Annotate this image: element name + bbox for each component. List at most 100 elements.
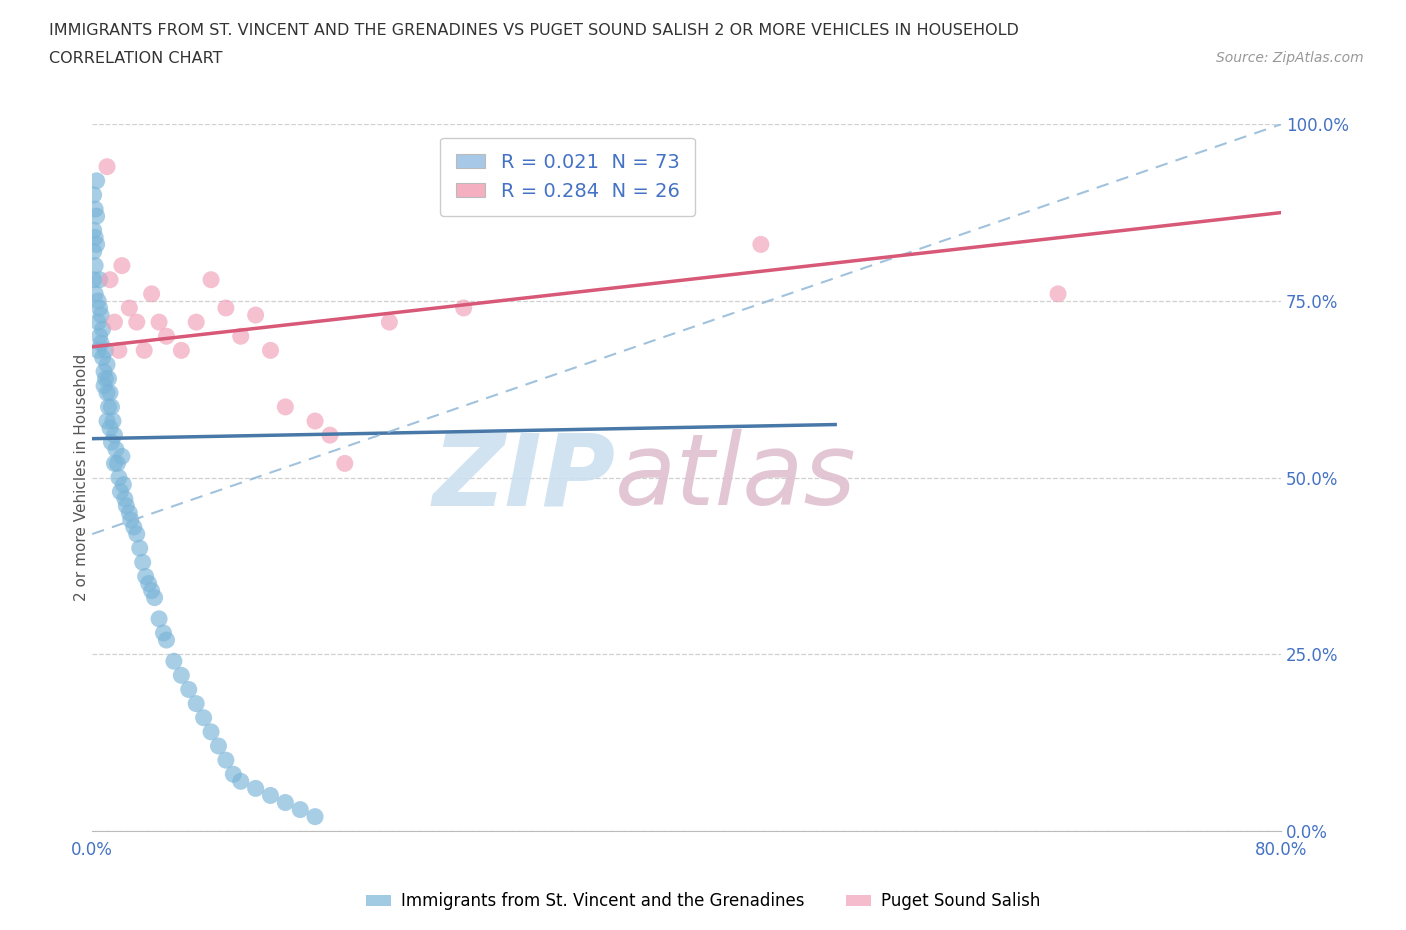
Text: IMMIGRANTS FROM ST. VINCENT AND THE GRENADINES VS PUGET SOUND SALISH 2 OR MORE V: IMMIGRANTS FROM ST. VINCENT AND THE GREN… xyxy=(49,23,1019,38)
Point xyxy=(120,512,142,527)
Point xyxy=(118,505,141,520)
Point xyxy=(86,237,108,252)
Point xyxy=(215,300,238,315)
Point xyxy=(170,668,193,683)
Point xyxy=(200,272,222,287)
Point xyxy=(186,314,208,329)
Point xyxy=(103,428,125,443)
Point xyxy=(222,767,245,782)
Point xyxy=(89,272,111,287)
Point xyxy=(90,336,112,351)
Point xyxy=(118,300,141,315)
Point xyxy=(96,414,118,429)
Text: Source: ZipAtlas.com: Source: ZipAtlas.com xyxy=(1216,51,1364,65)
Point xyxy=(245,781,267,796)
Point xyxy=(84,202,107,217)
Point xyxy=(108,470,131,485)
Point xyxy=(186,697,208,711)
Point xyxy=(333,456,356,471)
Point xyxy=(135,569,157,584)
Point xyxy=(138,576,160,591)
Point xyxy=(163,654,186,669)
Point xyxy=(155,632,177,647)
Point xyxy=(148,611,170,626)
Point xyxy=(108,343,131,358)
Point xyxy=(128,540,150,555)
Point xyxy=(83,272,105,287)
Point xyxy=(91,350,114,365)
Point xyxy=(115,498,138,513)
Point xyxy=(84,230,107,245)
Point xyxy=(97,371,120,386)
Point xyxy=(259,343,281,358)
Point xyxy=(304,414,326,429)
Point xyxy=(152,626,174,641)
Point xyxy=(98,272,121,287)
Point xyxy=(84,286,107,301)
Point xyxy=(87,314,110,329)
Point xyxy=(84,259,107,273)
Point xyxy=(112,477,135,492)
Point xyxy=(103,456,125,471)
Point xyxy=(143,591,166,605)
Point xyxy=(259,788,281,803)
Point xyxy=(100,400,122,415)
Point xyxy=(290,803,312,817)
Point xyxy=(89,329,111,344)
Point xyxy=(131,555,153,570)
Point xyxy=(96,357,118,372)
Point xyxy=(98,385,121,400)
Point xyxy=(98,420,121,435)
Point xyxy=(141,583,163,598)
Point xyxy=(87,294,110,309)
Point xyxy=(83,188,105,203)
Point xyxy=(97,400,120,415)
Legend: R = 0.021  N = 73, R = 0.284  N = 26: R = 0.021 N = 73, R = 0.284 N = 26 xyxy=(440,138,695,217)
Point xyxy=(193,711,215,725)
Point xyxy=(107,456,129,471)
Point xyxy=(304,809,326,824)
Point xyxy=(125,526,148,541)
Point xyxy=(134,343,156,358)
Point xyxy=(96,385,118,400)
Point xyxy=(83,223,105,238)
Legend: Immigrants from St. Vincent and the Grenadines, Puget Sound Salish: Immigrants from St. Vincent and the Gren… xyxy=(359,885,1047,917)
Text: ZIP: ZIP xyxy=(432,429,616,526)
Y-axis label: 2 or more Vehicles in Household: 2 or more Vehicles in Household xyxy=(73,354,89,601)
Point xyxy=(103,314,125,329)
Point xyxy=(155,329,177,344)
Point xyxy=(229,329,252,344)
Point xyxy=(453,300,475,315)
Point xyxy=(1047,286,1070,301)
Point xyxy=(110,485,132,499)
Point xyxy=(749,237,772,252)
Point xyxy=(148,314,170,329)
Point xyxy=(274,795,297,810)
Point xyxy=(200,724,222,739)
Text: atlas: atlas xyxy=(616,429,856,526)
Point xyxy=(90,308,112,323)
Point xyxy=(93,365,115,379)
Point xyxy=(114,491,136,506)
Point xyxy=(319,428,342,443)
Point xyxy=(125,314,148,329)
Point xyxy=(245,308,267,323)
Point xyxy=(378,314,401,329)
Point xyxy=(104,442,127,457)
Point xyxy=(111,449,134,464)
Point xyxy=(141,286,163,301)
Point xyxy=(94,371,117,386)
Point xyxy=(91,322,114,337)
Point xyxy=(86,208,108,223)
Point xyxy=(86,173,108,188)
Point xyxy=(83,244,105,259)
Point xyxy=(122,520,145,535)
Point xyxy=(94,343,117,358)
Point xyxy=(87,343,110,358)
Point xyxy=(207,738,229,753)
Point xyxy=(93,379,115,393)
Point xyxy=(177,682,200,697)
Point xyxy=(111,259,134,273)
Text: CORRELATION CHART: CORRELATION CHART xyxy=(49,51,222,66)
Point xyxy=(96,159,118,174)
